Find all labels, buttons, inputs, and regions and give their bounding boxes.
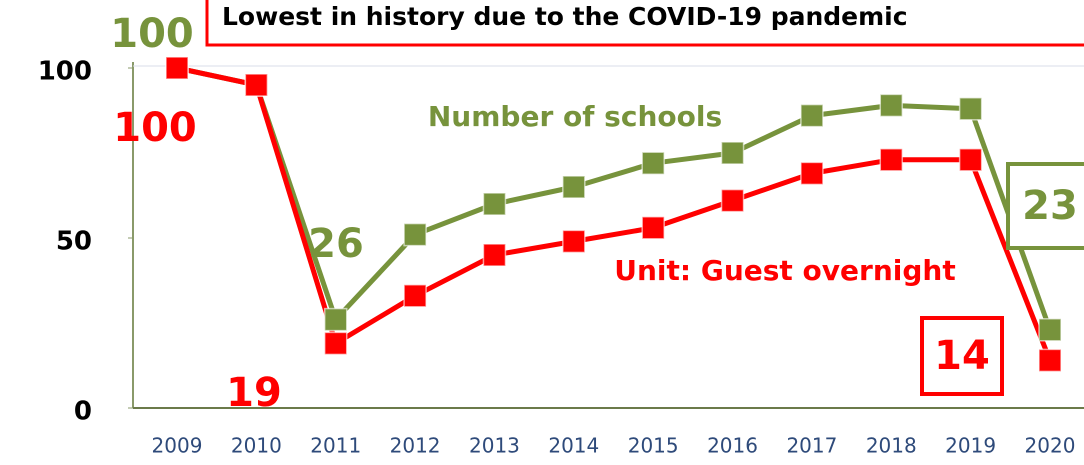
marker xyxy=(244,73,269,97)
marker xyxy=(958,97,983,121)
marker xyxy=(323,331,348,356)
x-tick-label: 2019 xyxy=(945,434,996,458)
chart-title: Lowest in history due to the COVID-19 pa… xyxy=(222,2,908,31)
data-label: 14 xyxy=(934,333,990,379)
x-tick-label: 2012 xyxy=(390,434,441,458)
y-tick-label: 100 xyxy=(38,57,92,87)
x-tick-label: 2018 xyxy=(866,434,917,458)
y-tick-label: 0 xyxy=(74,397,92,427)
marker xyxy=(641,151,665,175)
data-label: 100 xyxy=(113,105,197,151)
marker xyxy=(562,229,586,254)
marker xyxy=(800,161,824,186)
marker xyxy=(323,307,348,332)
marker xyxy=(879,93,904,118)
marker xyxy=(879,148,904,172)
x-tick-label: 2009 xyxy=(152,434,203,458)
data-label: 100 xyxy=(110,11,194,57)
x-tick-label: 2015 xyxy=(628,434,679,458)
x-tick-label: 2013 xyxy=(469,434,520,458)
series-line xyxy=(176,65,1053,331)
series-label: Number of schools xyxy=(428,100,722,133)
marker xyxy=(1038,348,1062,373)
marker xyxy=(641,216,665,240)
marker xyxy=(482,243,507,267)
data-label: 23 xyxy=(1022,183,1078,229)
plot xyxy=(165,56,1062,373)
data-label: 26 xyxy=(308,221,364,267)
title-box xyxy=(205,0,1084,47)
label-box xyxy=(1006,162,1084,250)
marker xyxy=(720,141,745,165)
y-tick-label: 50 xyxy=(56,227,92,257)
marker xyxy=(1038,318,1062,342)
data-label: 19 xyxy=(226,370,282,416)
marker xyxy=(800,103,824,128)
x-tick-label: 2016 xyxy=(707,434,758,458)
x-tick-label: 2011 xyxy=(310,434,361,458)
marker xyxy=(403,284,427,308)
marker xyxy=(165,56,189,80)
label-box xyxy=(920,316,1004,396)
series-line xyxy=(176,65,1053,362)
marker xyxy=(482,192,507,216)
series-label: Unit: Guest overnight xyxy=(614,254,955,287)
marker xyxy=(562,175,586,199)
marker xyxy=(958,148,983,172)
x-tick-label: 2017 xyxy=(786,434,837,458)
marker xyxy=(720,188,745,213)
x-tick-label: 2020 xyxy=(1025,434,1076,458)
marker xyxy=(403,222,427,247)
x-tick-label: 2014 xyxy=(548,434,599,458)
x-tick-label: 2010 xyxy=(231,434,282,458)
